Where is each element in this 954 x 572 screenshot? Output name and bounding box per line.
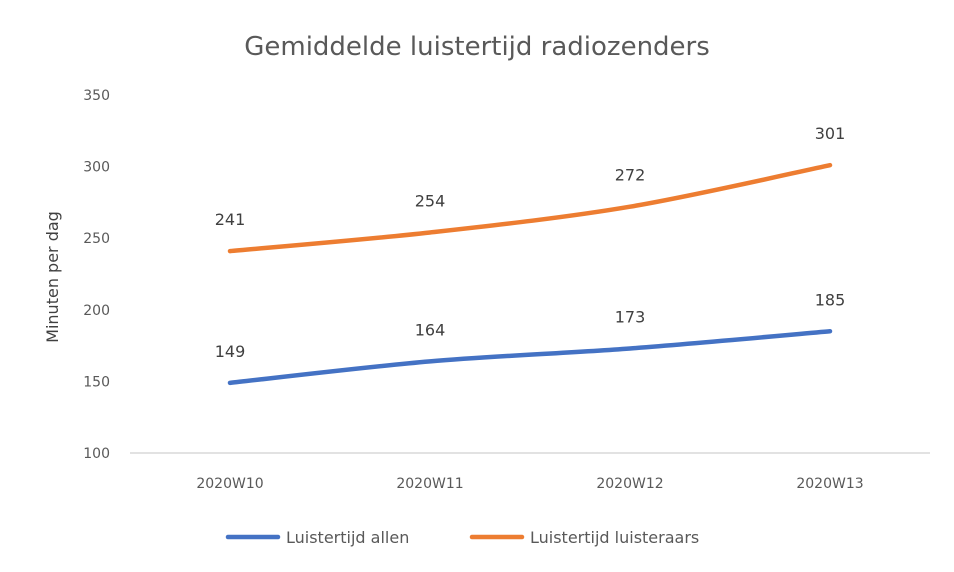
series-line-0 bbox=[227, 329, 833, 386]
y-axis-label: Minuten per dag bbox=[43, 211, 62, 343]
data-label: 254 bbox=[415, 191, 446, 210]
series-layer bbox=[227, 162, 833, 386]
data-label: 173 bbox=[615, 307, 646, 326]
data-label: 149 bbox=[215, 342, 246, 361]
y-tick-label: 200 bbox=[83, 303, 110, 319]
legend: Luistertijd allen Luistertijd luisteraars bbox=[225, 528, 699, 547]
y-tick-label: 250 bbox=[83, 231, 110, 247]
series-line-1 bbox=[227, 162, 833, 254]
data-label: 301 bbox=[815, 124, 846, 143]
legend-label: Luistertijd allen bbox=[286, 528, 409, 547]
chart-title: Gemiddelde luistertijd radiozenders bbox=[244, 32, 710, 62]
y-tick-label: 300 bbox=[83, 160, 110, 176]
y-tick-label: 350 bbox=[83, 88, 110, 104]
x-tick-label: 2020W13 bbox=[796, 476, 863, 492]
data-labels: 149 164 173 185 241 254 272 301 bbox=[215, 124, 846, 361]
data-label: 272 bbox=[615, 166, 646, 185]
data-label: 185 bbox=[815, 290, 846, 309]
x-tick-label: 2020W12 bbox=[596, 476, 663, 492]
y-tick-label: 150 bbox=[83, 374, 110, 390]
data-label: 241 bbox=[215, 210, 246, 229]
legend-label: Luistertijd luisteraars bbox=[530, 528, 699, 547]
y-tick-label: 100 bbox=[83, 446, 110, 462]
x-tick-label: 2020W10 bbox=[196, 476, 263, 492]
x-tick-label: 2020W11 bbox=[396, 476, 463, 492]
axes: 100 150 200 250 300 350 2020W10 2020W11 2020W12 2… bbox=[83, 88, 930, 492]
data-label: 164 bbox=[415, 320, 446, 339]
